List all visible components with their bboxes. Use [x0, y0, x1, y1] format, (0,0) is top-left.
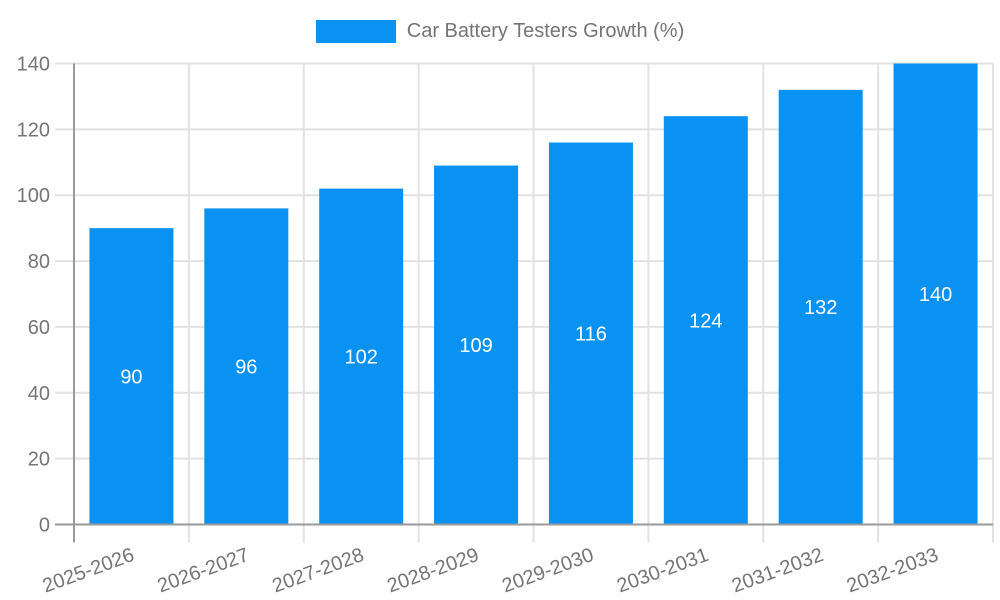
- bar[interactable]: [893, 63, 978, 525]
- bar-value-label: 140: [919, 284, 952, 306]
- y-tick-label: 100: [17, 185, 50, 207]
- bar[interactable]: [548, 142, 633, 525]
- y-tick-label: 0: [39, 515, 50, 537]
- bar[interactable]: [204, 208, 289, 525]
- y-tick-label: 60: [28, 317, 50, 339]
- bar-value-label: 96: [235, 356, 257, 378]
- bar-value-label: 102: [345, 347, 378, 369]
- x-tick-label: 2032-2033: [844, 544, 941, 597]
- x-tick-label: 2028-2029: [384, 544, 481, 597]
- bar[interactable]: [434, 165, 519, 525]
- x-tick-label: 2025-2026: [40, 544, 137, 597]
- bar[interactable]: [663, 116, 748, 525]
- bar[interactable]: [89, 228, 174, 525]
- y-tick-label: 140: [17, 54, 50, 76]
- legend-label: Car Battery Testers Growth (%): [406, 20, 685, 42]
- bar-value-label: 132: [804, 297, 837, 319]
- legend-item[interactable]: Car Battery Testers Growth (%): [315, 20, 685, 43]
- bar[interactable]: [319, 188, 404, 525]
- x-tick-label: 2029-2030: [499, 544, 596, 597]
- y-tick-label: 80: [28, 251, 50, 273]
- x-tick-label: 2026-2027: [155, 544, 252, 597]
- bar-value-label: 124: [689, 310, 722, 332]
- y-tick-label: 40: [28, 383, 50, 405]
- bar-value-label: 109: [459, 335, 492, 357]
- legend-swatch: [315, 20, 396, 43]
- y-tick-label: 20: [28, 449, 50, 471]
- bar-value-label: 116: [575, 324, 607, 346]
- legend: Car Battery Testers Growth (%): [0, 20, 1000, 43]
- x-tick-label: 2027-2028: [269, 544, 366, 597]
- x-tick-label: 2031-2032: [729, 544, 826, 597]
- y-tick-label: 120: [17, 119, 50, 141]
- x-tick-label: 2030-2031: [614, 544, 711, 597]
- bar-value-label: 90: [120, 366, 142, 388]
- bar[interactable]: [778, 89, 863, 525]
